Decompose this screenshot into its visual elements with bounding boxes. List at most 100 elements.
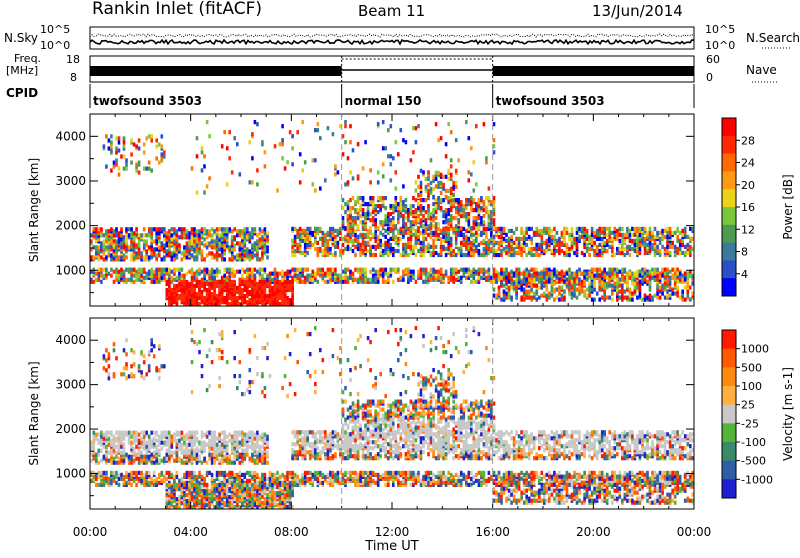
data-cell [327,247,330,251]
data-cell [636,227,639,231]
data-cell [468,202,471,206]
data-cell [689,273,692,277]
data-cell [289,280,292,284]
data-cell [644,243,647,247]
data-cell [659,271,662,275]
data-cell [473,280,476,284]
data-cell [437,253,440,257]
data-cell [485,235,488,239]
data-cell [233,479,236,483]
data-cell [259,268,262,272]
data-cell [629,275,632,279]
data-cell [513,231,516,235]
data-cell [425,222,428,226]
data-cell [420,181,423,185]
data-cell [478,226,481,230]
data-cell [503,271,506,275]
data-cell [558,243,561,247]
data-cell [113,161,116,165]
data-cell [475,249,478,253]
data-cell [171,298,174,302]
data-cell [203,227,206,231]
data-cell [536,290,539,294]
data-cell [679,296,682,300]
data-cell [430,245,433,249]
data-cell [213,239,216,243]
data-cell [435,198,438,202]
data-cell [327,231,330,235]
data-cell [520,247,523,251]
data-cell [211,282,214,286]
data-cell [588,290,591,294]
data-cell [344,202,347,206]
data-cell [367,278,370,282]
data-cell [304,471,307,475]
data-cell [181,268,184,272]
data-cell [437,181,440,185]
data-cell [422,237,425,241]
data-cell [563,231,566,235]
data-cell [400,227,403,231]
data-cell [291,471,294,475]
cpid-label: CPID [6,86,38,100]
data-cell [183,274,186,278]
data-cell [138,278,141,282]
data-cell [384,196,387,200]
data-cell [208,276,211,280]
data-cell [669,231,672,235]
data-cell [674,282,677,286]
data-cell [475,280,478,284]
data-cell [425,231,428,235]
data-cell [153,247,156,251]
data-cell [236,241,239,245]
data-cell [621,294,624,298]
data-cell [208,282,211,286]
data-cell [231,255,234,259]
data-cell [450,247,453,251]
data-cell [578,292,581,296]
data-cell [631,277,634,281]
data-cell [173,268,176,272]
data-cell [309,274,312,278]
data-cell [354,220,357,224]
data-cell [173,253,176,257]
data-cell [171,270,174,274]
data-cell [452,268,455,272]
data-cell [397,220,400,224]
data-cell [410,235,413,239]
data-cell [390,218,393,222]
data-cell [601,227,604,231]
data-cell [488,196,491,200]
data-cell [196,237,199,241]
data-cell [155,477,158,481]
data-cell [369,196,372,200]
data-cell [649,282,652,286]
data-cell [661,273,664,277]
data-cell [417,249,420,253]
data-cell [264,150,267,154]
data-cell [687,294,690,298]
data-cell [123,239,126,243]
data-cell [473,239,476,243]
data-cell [392,224,395,228]
data-cell [641,271,644,275]
data-cell [364,268,367,272]
data-cell [437,222,440,226]
data-cell [515,296,518,300]
data-cell [671,231,674,235]
data-cell [211,233,214,237]
data-cell [357,243,360,247]
data-cell [367,241,370,245]
data-cell [324,247,327,251]
data-cell [354,200,357,204]
data-cell [687,275,690,279]
data-cell [528,277,531,281]
data-cell [463,268,466,272]
data-cell [296,243,299,247]
data-cell [535,231,538,235]
data-cell [548,296,551,300]
data-cell [364,233,367,237]
data-cell [178,286,181,290]
data-cell [281,156,284,160]
data-cell [440,191,443,195]
